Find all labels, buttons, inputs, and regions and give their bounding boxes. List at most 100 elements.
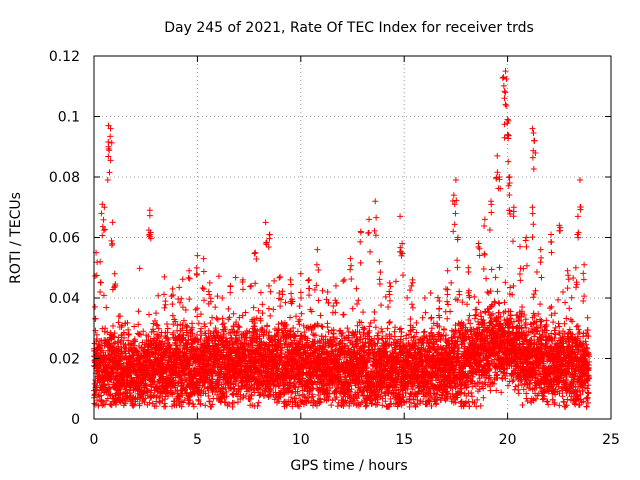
data-point	[248, 392, 255, 399]
data-point	[222, 399, 229, 406]
data-point	[97, 398, 104, 405]
data-point	[165, 336, 172, 343]
data-point	[251, 326, 258, 333]
data-point	[136, 265, 143, 272]
data-point	[197, 400, 204, 407]
data-point	[378, 325, 385, 332]
data-point	[163, 369, 170, 376]
data-point	[156, 398, 163, 405]
data-point	[384, 325, 391, 332]
data-point	[257, 317, 264, 324]
data-point	[270, 306, 277, 313]
data-point	[287, 314, 294, 321]
data-point	[194, 313, 201, 320]
data-point	[140, 328, 147, 335]
data-point	[325, 329, 332, 336]
data-point	[183, 329, 190, 336]
data-point	[314, 322, 321, 329]
data-point	[177, 299, 184, 306]
data-point	[371, 309, 378, 316]
data-point	[234, 328, 241, 335]
data-point	[155, 325, 162, 332]
data-point	[257, 289, 264, 296]
data-point	[197, 328, 204, 335]
data-point	[164, 325, 171, 332]
data-point	[259, 310, 266, 317]
data-point	[317, 312, 324, 319]
data-point	[123, 386, 130, 393]
data-point	[135, 321, 142, 328]
data-point	[354, 301, 361, 308]
data-point	[184, 323, 191, 330]
data-point	[201, 297, 208, 304]
data-point	[127, 390, 134, 397]
data-point	[334, 403, 341, 410]
data-point	[115, 364, 122, 371]
data-point	[378, 302, 385, 309]
data-point	[214, 316, 221, 323]
data-point	[228, 334, 235, 341]
data-point	[428, 314, 435, 321]
data-point	[237, 391, 244, 398]
data-point	[231, 399, 238, 406]
data-point	[202, 390, 209, 397]
data-point	[99, 402, 106, 409]
data-point	[143, 382, 150, 389]
data-point	[234, 399, 241, 406]
data-point	[180, 317, 187, 324]
data-point	[155, 347, 162, 354]
data-point	[192, 306, 199, 313]
data-point	[282, 299, 289, 306]
data-point	[210, 367, 217, 374]
data-point	[145, 333, 152, 340]
data-point	[209, 314, 216, 321]
data-points	[91, 68, 593, 410]
data-point	[197, 311, 204, 318]
data-point	[362, 403, 369, 410]
data-point	[233, 319, 240, 326]
data-point	[132, 338, 139, 345]
data-point	[176, 284, 183, 291]
data-point	[379, 328, 386, 335]
data-point	[386, 319, 393, 326]
data-point	[107, 385, 114, 392]
data-point	[202, 330, 209, 337]
data-point	[266, 385, 273, 392]
data-point	[372, 324, 379, 331]
data-point	[186, 399, 193, 406]
data-point	[92, 327, 99, 334]
data-point	[149, 351, 156, 358]
data-point	[229, 340, 236, 347]
data-point	[311, 286, 318, 293]
data-point	[406, 287, 413, 294]
data-point	[197, 335, 204, 342]
data-point	[406, 403, 413, 410]
data-point	[155, 292, 162, 299]
data-point	[195, 339, 202, 346]
data-point	[267, 288, 274, 295]
data-point	[178, 403, 185, 410]
data-point	[246, 328, 253, 335]
data-point	[386, 319, 393, 326]
data-point	[236, 314, 243, 321]
data-point	[146, 399, 153, 406]
data-point	[103, 355, 110, 362]
data-point	[404, 294, 411, 301]
data-point	[198, 332, 205, 339]
data-point	[95, 402, 102, 409]
data-point	[266, 329, 273, 336]
data-point	[122, 400, 129, 407]
data-point	[184, 341, 191, 348]
data-point	[104, 395, 111, 402]
data-point	[319, 323, 326, 330]
data-point	[154, 322, 161, 329]
data-point	[227, 329, 234, 336]
data-point	[130, 342, 137, 349]
data-point	[135, 308, 142, 315]
data-point	[176, 342, 183, 349]
data-point	[214, 391, 221, 398]
data-point	[267, 387, 274, 394]
data-point	[198, 325, 205, 332]
data-point	[167, 345, 174, 352]
data-point	[328, 402, 335, 409]
